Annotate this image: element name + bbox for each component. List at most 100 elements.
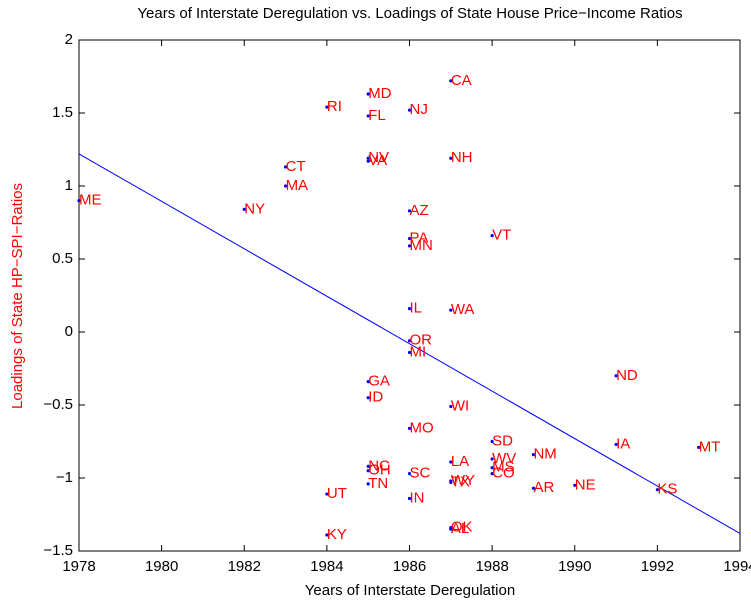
point — [407, 307, 412, 311]
point — [325, 533, 329, 537]
point-label: AZ — [410, 202, 429, 219]
point — [449, 527, 453, 531]
point — [407, 426, 412, 430]
point — [407, 339, 412, 343]
point-label: TX — [451, 473, 470, 490]
point-label: PA — [410, 230, 429, 247]
point-label: NY — [244, 200, 265, 217]
point-label: OH — [368, 462, 391, 479]
point — [407, 496, 412, 501]
point-label: ID — [368, 389, 383, 406]
point-label: CA — [451, 72, 472, 89]
point-label: MI — [410, 343, 427, 360]
point-label: CT — [286, 158, 306, 175]
x-axis-label: Years of Interstate Deregulation — [305, 582, 515, 599]
point — [283, 184, 288, 188]
point — [449, 479, 453, 483]
point-label: LA — [451, 453, 469, 470]
point — [366, 159, 370, 163]
point-label: IN — [410, 489, 425, 506]
point-label: MD — [368, 85, 391, 102]
x-tick-label: 1988 — [475, 558, 508, 575]
point-label: WV — [492, 450, 516, 467]
point-label: KS — [657, 481, 677, 498]
x-tick-label: 1994 — [723, 558, 751, 575]
point — [449, 156, 453, 160]
point — [531, 453, 536, 457]
point — [490, 234, 494, 238]
point-label: WA — [451, 301, 475, 318]
point-label: TN — [368, 475, 388, 492]
point-label: VA — [368, 152, 387, 169]
point — [614, 374, 618, 378]
point-label: MT — [699, 438, 721, 455]
point-label: GA — [368, 373, 390, 390]
point — [366, 114, 370, 118]
point-label: MA — [286, 177, 309, 194]
point-label: NH — [451, 149, 473, 166]
y-tick-label: 2 — [65, 31, 73, 48]
point — [407, 472, 412, 476]
point — [325, 492, 329, 496]
point — [407, 350, 412, 355]
point — [449, 79, 453, 83]
point — [490, 466, 494, 470]
point — [655, 488, 659, 492]
point — [614, 442, 618, 447]
point-label: KY — [327, 526, 347, 543]
point-label: VT — [492, 227, 511, 244]
point — [573, 483, 577, 487]
x-tick-label: 1990 — [558, 558, 591, 575]
point-label: AR — [533, 479, 554, 496]
y-axis-label: Loadings of State HP−SPI−Ratios — [9, 183, 26, 409]
point — [407, 236, 412, 241]
point-label: NM — [533, 446, 556, 463]
point-label: NV — [368, 149, 389, 166]
point-label: WY — [451, 472, 475, 489]
point-label: ND — [616, 367, 638, 384]
point-label: IA — [616, 435, 630, 452]
point-label: OK — [451, 519, 473, 536]
point — [407, 209, 412, 213]
x-tick-label: 1980 — [145, 558, 178, 575]
y-tick-label: −0.5 — [43, 396, 73, 413]
point — [283, 165, 288, 169]
point-label: FL — [368, 107, 386, 124]
point — [325, 105, 329, 109]
x-tick-label: 1978 — [62, 558, 95, 575]
fit-line — [78, 153, 741, 534]
point-label: AL — [451, 520, 469, 537]
point-label: MS — [492, 459, 515, 476]
point-label: SD — [492, 432, 513, 449]
point — [366, 464, 370, 468]
point — [490, 439, 494, 444]
y-tick-label: 1 — [65, 177, 73, 194]
point-label: RI — [327, 98, 342, 115]
chart-title: Years of Interstate Deregulation vs. Loa… — [137, 5, 682, 22]
point — [490, 472, 494, 476]
point-label: NE — [575, 476, 596, 493]
point-label: NC — [368, 457, 390, 474]
point — [366, 380, 370, 384]
point — [697, 445, 701, 449]
point — [366, 482, 370, 486]
point-label: NJ — [410, 101, 428, 118]
point — [407, 108, 412, 112]
y-tick-label: 1.5 — [52, 104, 73, 121]
point — [490, 457, 494, 461]
y-tick-label: −1 — [56, 469, 73, 486]
point — [531, 486, 536, 490]
x-tick-label: 1982 — [228, 558, 261, 575]
point-label: IL — [410, 300, 423, 317]
point-label: MO — [410, 419, 434, 436]
point — [366, 396, 370, 400]
point — [366, 469, 370, 473]
point — [366, 156, 370, 160]
point — [77, 199, 81, 203]
y-tick-label: 0.5 — [52, 250, 73, 267]
point-label: WI — [451, 397, 469, 414]
point-label: ME — [79, 192, 102, 209]
point — [407, 244, 412, 248]
x-tick-label: 1984 — [310, 558, 343, 575]
